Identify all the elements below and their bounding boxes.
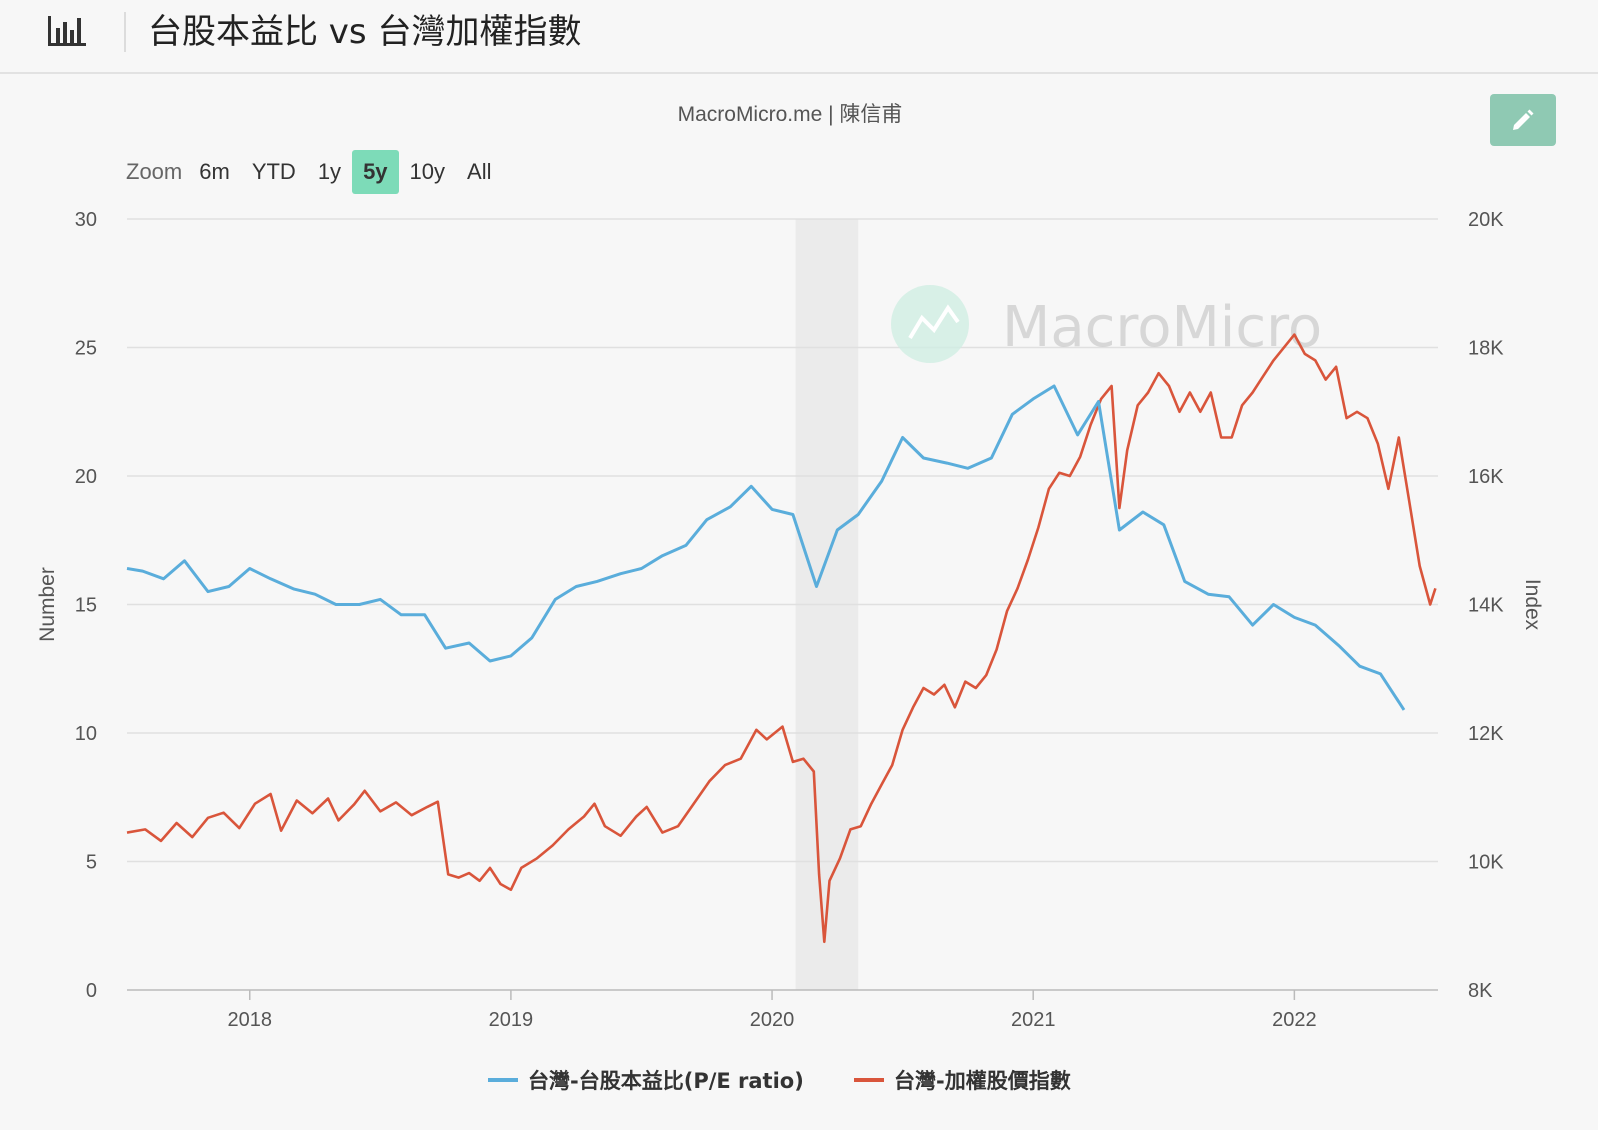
legend-label: 台灣-加權股價指數 bbox=[894, 1069, 1071, 1093]
x-axis-tick-label: 2022 bbox=[1272, 1009, 1317, 1031]
zoom-10y-button[interactable]: 10y bbox=[409, 159, 446, 184]
zoom-all-button[interactable]: All bbox=[467, 159, 492, 184]
right-axis-tick-label: 8K bbox=[1468, 980, 1493, 1002]
right-axis-tick-label: 20K bbox=[1468, 209, 1504, 231]
right-axis-tick-label: 10K bbox=[1468, 852, 1504, 874]
zoom-1y-button[interactable]: 1y bbox=[317, 159, 342, 184]
legend-label: 台灣-台股本益比(P/E ratio) bbox=[528, 1069, 804, 1093]
zoom-ytd-button[interactable]: YTD bbox=[251, 159, 296, 184]
chart-credit: MacroMicro.me | 陳信甫 bbox=[677, 103, 903, 126]
legend-item-index[interactable]: 台灣-加權股價指數 bbox=[854, 1069, 1071, 1093]
edit-button[interactable] bbox=[1490, 94, 1556, 146]
right-axis-tick-label: 18K bbox=[1468, 338, 1504, 360]
pencil-icon bbox=[1513, 109, 1534, 130]
index-series-line bbox=[126, 333, 1437, 944]
left-axis-tick-label: 0 bbox=[86, 980, 97, 1002]
zoom-bar: Zoom 6m YTD 1y 5y 10y All bbox=[126, 150, 502, 194]
x-axis-tick-label: 2019 bbox=[489, 1009, 534, 1031]
watermark: MacroMicro bbox=[891, 285, 1322, 363]
right-axis-title: Index bbox=[1521, 579, 1544, 631]
right-axis-tick-label: 14K bbox=[1468, 595, 1504, 617]
pe-ratio-series-line bbox=[126, 384, 1406, 711]
x-axis-tick-label: 2018 bbox=[227, 1009, 272, 1031]
left-axis-tick-label: 20 bbox=[75, 466, 97, 488]
page-title: 台股本益比 vs 台灣加權指數 bbox=[148, 12, 582, 52]
left-axis-tick-label: 30 bbox=[75, 209, 97, 231]
x-axis-tick-label: 2021 bbox=[1011, 1009, 1056, 1031]
bar-chart-icon bbox=[48, 16, 86, 46]
zoom-6m-button[interactable]: 6m bbox=[199, 159, 230, 184]
header-bar: 台股本益比 vs 台灣加權指數 bbox=[0, 0, 1598, 74]
left-axis-tick-label: 5 bbox=[86, 852, 97, 874]
left-axis-title: Number bbox=[36, 567, 59, 642]
right-axis-tick-label: 12K bbox=[1468, 723, 1504, 745]
header-divider bbox=[124, 12, 126, 52]
left-axis-tick-label: 15 bbox=[75, 595, 97, 617]
left-axis-tick-label: 25 bbox=[75, 338, 97, 360]
watermark-text: MacroMicro bbox=[1002, 295, 1322, 360]
legend-item-pe-ratio[interactable]: 台灣-台股本益比(P/E ratio) bbox=[488, 1069, 804, 1093]
zoom-label: Zoom bbox=[126, 159, 183, 184]
right-axis-tick-label: 16K bbox=[1468, 466, 1504, 488]
x-axis-tick-label: 2020 bbox=[750, 1009, 795, 1031]
left-axis-tick-label: 10 bbox=[75, 723, 97, 745]
zoom-5y-button[interactable]: 5y bbox=[352, 150, 399, 194]
